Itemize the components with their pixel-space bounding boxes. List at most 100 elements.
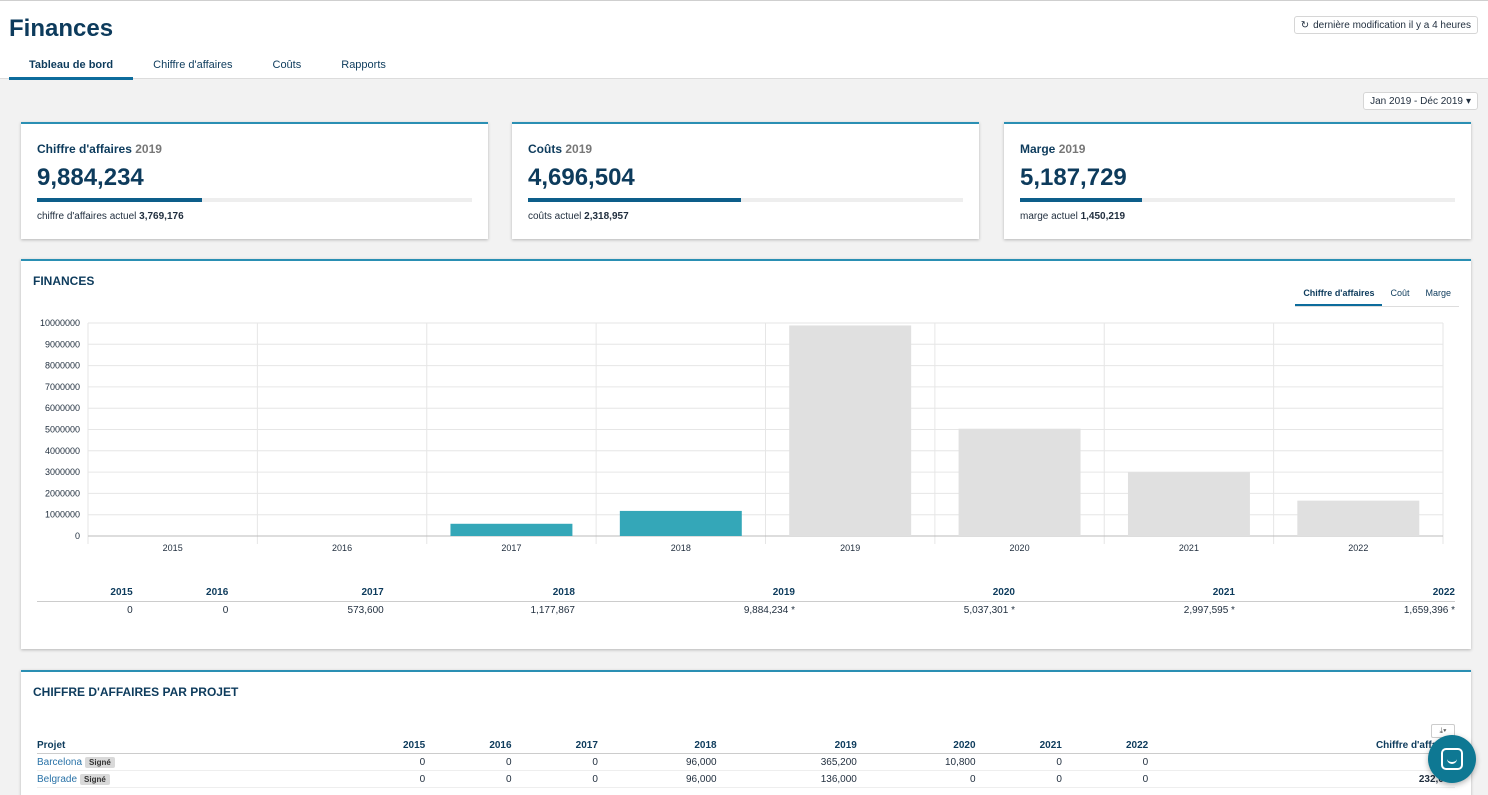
kpi-progress-fill xyxy=(37,198,203,202)
year-cell: 0 xyxy=(511,770,598,788)
bar-2022 xyxy=(1297,500,1420,536)
status-badge: Signé xyxy=(80,773,110,785)
column-header: 2015 xyxy=(338,738,426,754)
y-tick-label: 4000000 xyxy=(45,446,80,456)
year-value: 1,659,396 * xyxy=(1403,605,1455,616)
chart-tab-cost[interactable]: Coût xyxy=(1390,288,1410,298)
kpi-progress-fill xyxy=(1020,198,1142,202)
kpi-year: 2019 xyxy=(135,142,162,156)
kpi-progress-bar xyxy=(37,198,472,202)
kpi-value: 5,187,729 xyxy=(1020,164,1127,191)
total-cell: 47... xyxy=(1148,753,1455,771)
bar-2021 xyxy=(1127,472,1250,536)
y-tick-label: 10000000 xyxy=(40,318,80,328)
year-cell: 136,000 xyxy=(716,770,857,788)
tab-chiffre-affaires[interactable]: Chiffre d'affaires xyxy=(153,59,233,71)
kpi-label: Chiffre d'affaires xyxy=(37,142,132,156)
main-tabs: Tableau de bord Chiffre d'affaires Coûts… xyxy=(9,51,406,80)
project-link[interactable]: Belgrade xyxy=(37,773,78,785)
kpi-title: Marge 2019 xyxy=(1020,142,1085,156)
kpi-card-revenue: Chiffre d'affaires 2019 9,884,234 chiffr… xyxy=(21,122,488,239)
caret-down-icon: ▾ xyxy=(1465,95,1471,107)
bar-2018 xyxy=(619,510,742,536)
kpi-sub-label: chiffre d'affaires actuel xyxy=(37,211,137,222)
chart-tab-margin[interactable]: Marge xyxy=(1425,288,1451,298)
year-header: 2022 xyxy=(1234,587,1455,602)
year-cell: 10,800 xyxy=(856,753,976,771)
year-cell: 0 xyxy=(856,770,976,788)
kpi-value: 9,884,234 xyxy=(37,164,144,191)
kpi-progress-fill xyxy=(528,198,742,202)
year-value: 2,997,595 * xyxy=(1183,605,1235,616)
x-tick-label: 2020 xyxy=(1010,543,1030,553)
y-tick-label: 0 xyxy=(75,531,80,541)
year-cell: 0 xyxy=(511,753,598,771)
projects-table: Projet 2015 2016 2017 2018 2019 2020 2021 2022 Ch… xyxy=(37,738,1455,788)
finances-panel: FINANCES Chiffre d'affaires Coût Marge 0… xyxy=(21,259,1471,649)
year-cell: 0 xyxy=(338,753,426,771)
year-cell: 0 xyxy=(338,770,426,788)
year-cell: 96,000 xyxy=(597,770,717,788)
year-cell: 0 xyxy=(425,770,512,788)
tab-rapports[interactable]: Rapports xyxy=(341,59,386,71)
year-header: 2017 xyxy=(228,587,384,602)
year-header: 2015 xyxy=(37,587,133,602)
bar-2017 xyxy=(450,523,573,536)
year-value: 573,600 xyxy=(347,605,384,616)
kpi-sub-value: 2,318,957 xyxy=(584,211,629,222)
table-row: BarcelonaSigné00096,000365,20010,8000047… xyxy=(37,753,1455,771)
top-bar: Finances ↻ dernière modification il y a … xyxy=(0,0,1488,80)
kpi-card-costs: Coûts 2019 4,696,504 coûts actuel 2,318,… xyxy=(512,122,979,239)
bar-2020 xyxy=(958,428,1081,536)
project-link[interactable]: Barcelona xyxy=(37,756,83,768)
year-cell: 0 xyxy=(425,753,512,771)
column-header: 2020 xyxy=(856,738,976,754)
year-cell: 0 xyxy=(1061,770,1149,788)
y-tick-label: 5000000 xyxy=(45,425,80,435)
x-tick-label: 2019 xyxy=(840,543,860,553)
kpi-label: Marge xyxy=(1020,142,1056,156)
chart-tab-revenue[interactable]: Chiffre d'affaires xyxy=(1295,285,1383,306)
y-tick-label: 1000000 xyxy=(45,510,80,520)
year-header: 2019 xyxy=(575,587,795,602)
project-cell: Barcelona Signé xyxy=(37,753,339,771)
total-cell: 232,000 xyxy=(1148,770,1455,788)
year-header: 2016 xyxy=(132,587,229,602)
y-tick-label: 6000000 xyxy=(45,403,80,413)
y-tick-label: 7000000 xyxy=(45,382,80,392)
date-range-label: Jan 2019 - Déc 2019 xyxy=(1370,95,1463,107)
year-cell: 96,000 xyxy=(597,753,717,771)
kpi-sub-label: coûts actuel xyxy=(528,211,582,222)
x-tick-label: 2016 xyxy=(332,543,352,553)
tab-couts[interactable]: Coûts xyxy=(272,59,302,71)
year-cell: 0 xyxy=(975,753,1062,771)
table-row: Belgrade Signé 0 0 0 96,000 136,000 0 0 0 232,000 xyxy=(37,770,1455,788)
x-tick-label: 2017 xyxy=(501,543,521,553)
year-value: 0 xyxy=(222,605,229,616)
year-cell: 0 xyxy=(1061,753,1149,771)
projects-panel: CHIFFRE D'AFFAIRES PAR PROJET ⤓▾ Projet 2… xyxy=(21,670,1471,795)
download-icon: ⤓▾ xyxy=(1439,726,1447,735)
kpi-progress-bar xyxy=(1020,198,1455,202)
finances-bar-chart: 0 1000000 2000000 3000000 4000000 5000000 6000… xyxy=(40,318,1444,553)
year-value: 0 xyxy=(127,605,133,616)
bar-2019 xyxy=(789,325,912,536)
x-tick-label: 2022 xyxy=(1348,543,1368,553)
year-header: 2020 xyxy=(794,587,1015,602)
column-header: Projet xyxy=(37,738,339,754)
column-header: 2018 xyxy=(597,738,717,754)
column-header: 2022 xyxy=(1061,738,1149,754)
kpi-year: 2019 xyxy=(1058,142,1086,156)
kpi-year: 2019 xyxy=(565,142,593,156)
year-cell: 0 xyxy=(975,770,1062,788)
kpi-subtext: marge actuel 1,450,219 xyxy=(1020,211,1125,222)
column-header: 2019 xyxy=(716,738,857,754)
year-value: 9,884,234 * xyxy=(743,605,795,616)
date-range-dropdown[interactable]: Jan 2019 - Déc 2019 ▾ xyxy=(1363,92,1478,110)
chat-button[interactable] xyxy=(1428,735,1476,783)
refresh-button[interactable]: ↻ dernière modification il y a 4 heures xyxy=(1293,16,1478,34)
kpi-sub-value: 1,450,219 xyxy=(1080,211,1126,222)
year-header: 2021 xyxy=(1014,587,1235,602)
tab-tableau-de-bord[interactable]: Tableau de bord xyxy=(9,51,134,80)
finances-title: FINANCES xyxy=(33,274,95,288)
